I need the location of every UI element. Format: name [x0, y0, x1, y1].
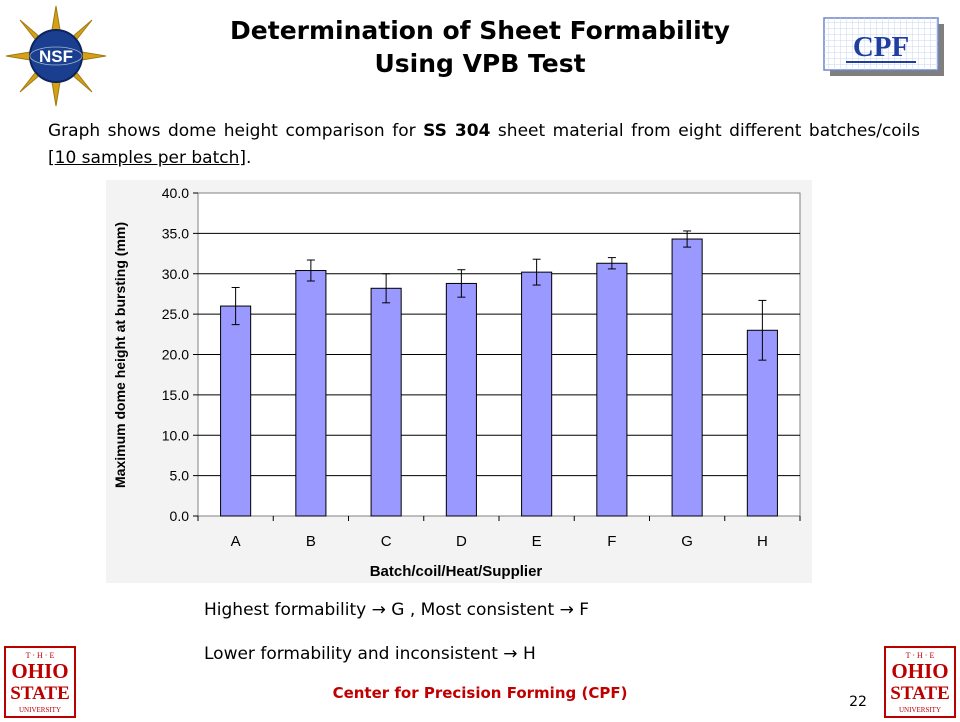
- title-line-2: Using VPB Test: [374, 49, 586, 78]
- title-line-1: Determination of Sheet Formability: [230, 16, 730, 45]
- nsf-logo: NSF: [4, 4, 108, 108]
- arrow-icon: →: [371, 600, 386, 620]
- svg-text:STATE: STATE: [890, 683, 950, 704]
- svg-text:T · H · E: T · H · E: [906, 651, 935, 660]
- svg-text:UNIVERSITY: UNIVERSITY: [899, 706, 941, 714]
- y-tick-label: 20.0: [162, 347, 189, 363]
- y-axis-title: Maximum dome height at bursting (mm): [112, 222, 128, 488]
- bar-B: [295, 270, 327, 517]
- intro-material: SS 304: [423, 121, 491, 141]
- x-tick-label-E: E: [532, 533, 542, 550]
- intro-samples: 10 samples per batch: [54, 148, 240, 168]
- bar-F: [596, 262, 628, 517]
- intro-text-2: sheet material from eight different batc…: [48, 121, 920, 168]
- bar-G: [671, 238, 703, 517]
- arrow-icon: →: [503, 644, 518, 664]
- bar-E: [521, 271, 553, 517]
- y-tick-label: 35.0: [162, 225, 189, 241]
- svg-text:OHIO: OHIO: [891, 659, 948, 683]
- x-tick-label-G: G: [681, 533, 693, 550]
- ohio-state-logo-right: T · H · E OHIO STATE UNIVERSITY: [884, 646, 956, 718]
- bar-C: [370, 287, 402, 517]
- cpf-logo-text: CPF: [853, 31, 909, 63]
- x-tick-label-D: D: [456, 533, 467, 550]
- x-tick-label-H: H: [757, 533, 768, 550]
- footer-text: Center for Precision Forming (CPF): [332, 684, 628, 702]
- x-tick-label-A: A: [231, 533, 241, 550]
- bar-A: [220, 305, 252, 517]
- cpf-logo: CPF: [822, 16, 948, 80]
- intro-text-3: ].: [239, 148, 252, 168]
- ohio-state-logo-left: T · H · E OHIO STATE UNIVERSITY: [4, 646, 76, 718]
- x-tick-label-C: C: [381, 533, 392, 550]
- concl2-text-2: H: [517, 644, 536, 664]
- svg-text:UNIVERSITY: UNIVERSITY: [19, 706, 61, 714]
- conclusion-lower: Lower formability and inconsistent → H: [204, 644, 536, 664]
- y-tick-label: 15.0: [162, 387, 189, 403]
- svg-text:T · H · E: T · H · E: [26, 651, 55, 660]
- y-tick-label: 5.0: [170, 468, 190, 484]
- bar-D: [445, 282, 477, 517]
- svg-text:OHIO: OHIO: [11, 659, 68, 683]
- x-tick-label-F: F: [607, 533, 616, 550]
- conclusion-highest: Highest formability → G , Most consisten…: [204, 600, 589, 620]
- y-tick-label: 30.0: [162, 266, 189, 282]
- concl1-text-2: G , Most consistent: [385, 600, 560, 620]
- intro-text-1: Graph shows dome height comparison for: [48, 121, 424, 141]
- nsf-logo-text: NSF: [39, 47, 73, 66]
- arrow-icon: →: [559, 600, 574, 620]
- y-tick-label: 40.0: [162, 185, 189, 201]
- bar-H: [746, 329, 778, 517]
- y-tick-label: 0.0: [170, 508, 190, 524]
- y-tick-label: 10.0: [162, 427, 189, 443]
- x-axis-title: Batch/coil/Heat/Supplier: [370, 563, 543, 580]
- chart-svg: 0.0 5.0 10.0 15.0 20.0 25.0 30.0 35.0 40.0 A B C D E…: [106, 180, 812, 583]
- y-tick-label: 25.0: [162, 306, 189, 322]
- intro-paragraph: Graph shows dome height comparison for S…: [48, 118, 920, 172]
- concl1-text-3: F: [573, 600, 590, 620]
- slide-title: Determination of Sheet Formability Using…: [180, 14, 780, 80]
- concl2-text-1: Lower formability and inconsistent: [204, 644, 504, 664]
- x-tick-label-B: B: [306, 533, 316, 550]
- dome-height-chart: 0.0 5.0 10.0 15.0 20.0 25.0 30.0 35.0 40.0 A B C D E…: [106, 180, 812, 583]
- page-number: 22: [849, 694, 867, 710]
- concl1-text-1: Highest formability: [204, 600, 372, 620]
- svg-text:STATE: STATE: [10, 683, 70, 704]
